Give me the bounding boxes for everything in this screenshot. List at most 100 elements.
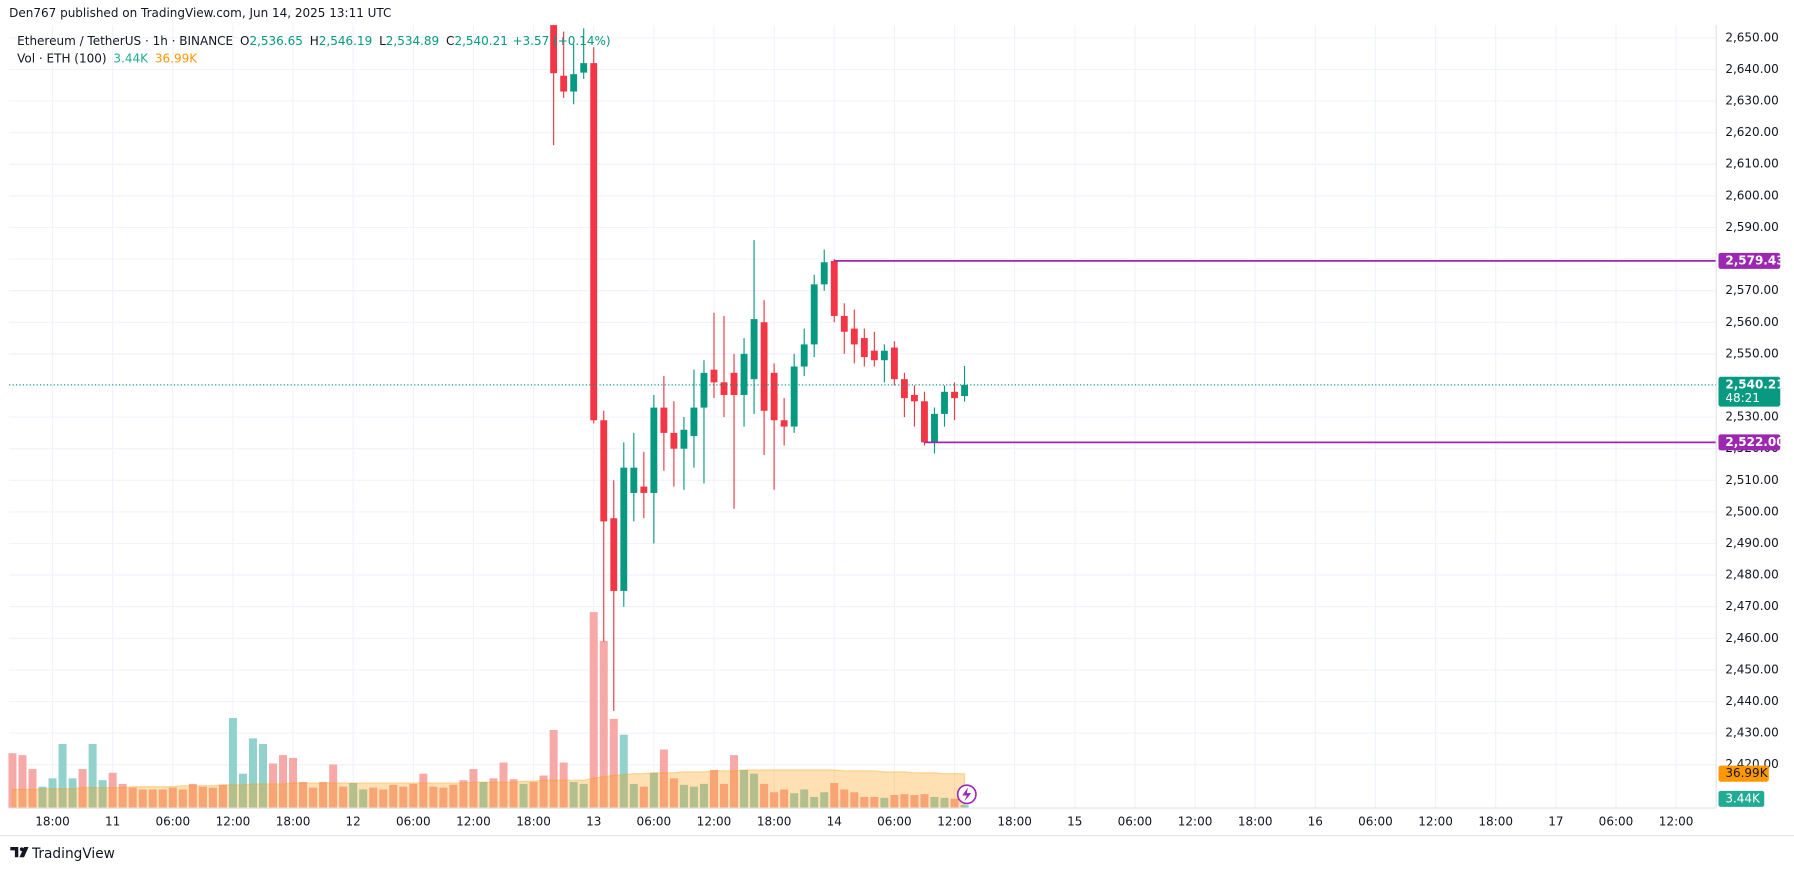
volume-bar (770, 792, 779, 809)
x-tick-label: 18:00 (757, 814, 792, 828)
volume-bar (599, 640, 608, 809)
volume-bar (138, 789, 147, 809)
x-tick-label: 13 (586, 814, 601, 828)
x-tick-label: 06:00 (156, 814, 191, 828)
candle-body (590, 63, 598, 421)
x-tick-label: 12:00 (937, 814, 972, 828)
volume-ma-label: 36.99K (1725, 766, 1768, 780)
volume-label: 3.44K (1725, 791, 1761, 805)
candle-body (840, 315, 848, 332)
y-tick-label: 2,530.00 (1725, 410, 1778, 424)
volume-bar (649, 772, 658, 809)
volume-bar (158, 789, 167, 809)
candle-body (580, 63, 588, 73)
candle-body (700, 372, 708, 408)
volume-bar (439, 787, 448, 809)
volume-bar (38, 786, 47, 809)
volume-bar (459, 780, 468, 809)
candle-body (720, 382, 728, 395)
y-tick-label: 2,600.00 (1725, 188, 1778, 202)
volume-bar (820, 792, 829, 809)
candle-body (750, 319, 758, 380)
y-tick-label: 2,460.00 (1725, 631, 1778, 645)
x-tick-label: 12 (346, 814, 361, 828)
candle-body (790, 366, 798, 427)
x-tick-label: 18:00 (35, 814, 70, 828)
level-label: 2,579.43 (1725, 253, 1784, 267)
volume-bar (539, 775, 548, 809)
volume-bar (269, 763, 278, 809)
volume-bar (529, 782, 538, 809)
volume-bar (469, 769, 478, 809)
volume-bar (950, 798, 959, 809)
y-tick-label: 2,510.00 (1725, 473, 1778, 487)
candle-body (890, 347, 898, 380)
candle-body (900, 379, 908, 399)
volume-bar (830, 782, 839, 809)
volume-bar (479, 782, 488, 809)
symbol: Ethereum / TetherUS · 1h · BINANCE (17, 34, 233, 48)
volume-bar (900, 794, 909, 809)
candle-body (660, 407, 668, 433)
legend-value: 2,534.89 (386, 34, 439, 48)
candle-body (800, 344, 808, 367)
candle-body (600, 420, 608, 522)
legend-key: O (240, 34, 249, 48)
candle-body (650, 407, 658, 493)
volume-bar (188, 783, 197, 809)
legend-key: L (379, 34, 386, 48)
alert-icon[interactable] (956, 784, 977, 805)
last-price-box (1718, 376, 1781, 407)
volume-bar (449, 784, 458, 809)
volume-bar (689, 786, 698, 809)
candle-body (640, 486, 648, 493)
volume-bar (619, 734, 628, 809)
candle-body (880, 350, 888, 361)
volume-bar (8, 753, 17, 809)
volume-bar (78, 769, 87, 809)
candle-body (810, 284, 818, 345)
volume-bar (679, 784, 688, 809)
volume-bar (519, 783, 528, 809)
volume-bar (409, 783, 418, 809)
y-tick-label: 2,650.00 (1725, 30, 1778, 44)
volume-bar (178, 789, 187, 809)
volume-bar (509, 779, 518, 809)
level-box (1718, 252, 1781, 269)
volume-bar (108, 772, 117, 809)
countdown-label: 48:21 (1725, 391, 1760, 405)
candle-body (860, 338, 868, 358)
volume-bar (489, 778, 498, 809)
x-tick-label: 06:00 (396, 814, 431, 828)
y-tick-label: 2,640.00 (1725, 62, 1778, 76)
level-label: 2,522.00 (1725, 435, 1784, 449)
y-tick-label: 2,470.00 (1725, 599, 1778, 613)
volume-bar (258, 743, 268, 809)
x-tick-label: 18:00 (997, 814, 1032, 828)
volume-bar (940, 797, 949, 809)
volume-bar (609, 718, 618, 809)
x-tick-label: 06:00 (1358, 814, 1393, 828)
x-tick-label: 06:00 (637, 814, 672, 828)
candle-body (690, 407, 698, 437)
legend-value: 2,546.19 (319, 34, 372, 48)
x-tick-label: 12:00 (1178, 814, 1213, 828)
candle-body (740, 353, 748, 395)
volume-bar (790, 793, 799, 809)
x-tick-label: 17 (1548, 814, 1563, 828)
candle-body (770, 372, 778, 421)
candle-body (850, 328, 858, 345)
footer-brand: TradingView (31, 846, 115, 862)
volume-bar (669, 778, 678, 809)
x-tick-label: 18:00 (1478, 814, 1513, 828)
volume-bar (629, 783, 638, 809)
x-tick-label: 06:00 (877, 814, 912, 828)
candle-body (710, 369, 718, 383)
volume-bar (279, 755, 288, 809)
candle-body (931, 413, 938, 443)
volume-bar (58, 743, 67, 809)
candles (550, 25, 968, 712)
candle-body (830, 260, 838, 316)
